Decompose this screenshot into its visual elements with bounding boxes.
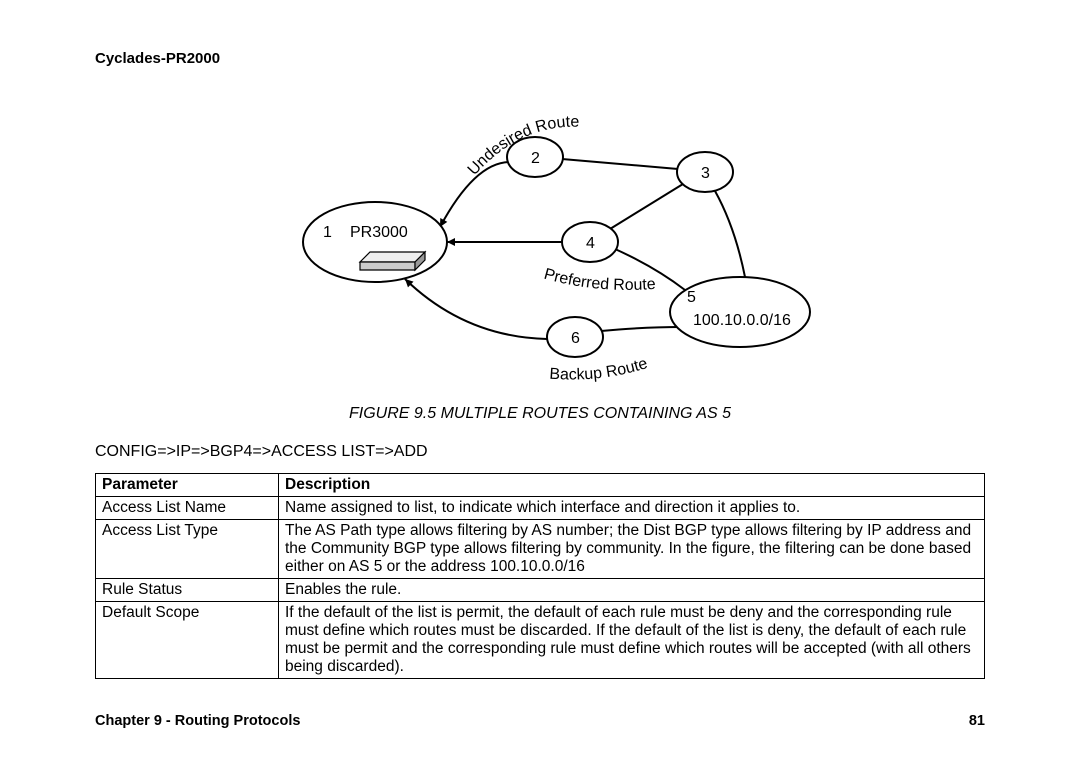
svg-text:Backup Route: Backup Route: [549, 355, 650, 383]
node-5-text: 100.10.0.0/16: [693, 312, 791, 329]
node-2-num: 2: [531, 150, 540, 167]
figure-caption: FIGURE 9.5 MULTIPLE ROUTES CONTAINING AS…: [95, 405, 985, 423]
node-3-num: 3: [701, 165, 710, 182]
table-row: Access List Type The AS Path type allows…: [96, 520, 985, 579]
node-4-num: 4: [586, 235, 595, 252]
preferred-route-label: Preferred Route: [542, 266, 656, 294]
node-1-num: 1: [323, 224, 332, 241]
footer-chapter: Chapter 9 - Routing Protocols: [95, 713, 300, 729]
table-row: Access List Name Name assigned to list, …: [96, 497, 985, 520]
cell-param: Default Scope: [96, 602, 279, 679]
cell-desc: If the default of the list is permit, th…: [279, 602, 985, 679]
diagram-svg: Undesired Route Preferred Route Backup R…: [215, 77, 865, 397]
table-header-row: Parameter Description: [96, 474, 985, 497]
node-1-text: PR3000: [350, 224, 408, 241]
svg-text:Preferred Route: Preferred Route: [542, 266, 656, 294]
footer-page-number: 81: [969, 713, 985, 729]
col-description: Description: [279, 474, 985, 497]
network-diagram: Undesired Route Preferred Route Backup R…: [95, 77, 985, 397]
config-path: CONFIG=>IP=>BGP4=>ACCESS LIST=>ADD: [95, 443, 985, 461]
col-parameter: Parameter: [96, 474, 279, 497]
cell-desc: Name assigned to list, to indicate which…: [279, 497, 985, 520]
cell-param: Rule Status: [96, 579, 279, 602]
backup-route-label: Backup Route: [549, 355, 650, 383]
cell-param: Access List Name: [96, 497, 279, 520]
cell-desc: Enables the rule.: [279, 579, 985, 602]
parameters-table: Parameter Description Access List Name N…: [95, 473, 985, 679]
table-row: Rule Status Enables the rule.: [96, 579, 985, 602]
node-6-num: 6: [571, 330, 580, 347]
table-row: Default Scope If the default of the list…: [96, 602, 985, 679]
cell-param: Access List Type: [96, 520, 279, 579]
router-icon: [360, 252, 425, 270]
page-header: Cyclades-PR2000: [95, 50, 985, 67]
cell-desc: The AS Path type allows filtering by AS …: [279, 520, 985, 579]
node-5-num: 5: [687, 289, 696, 306]
page-footer: Chapter 9 - Routing Protocols 81: [95, 713, 985, 729]
